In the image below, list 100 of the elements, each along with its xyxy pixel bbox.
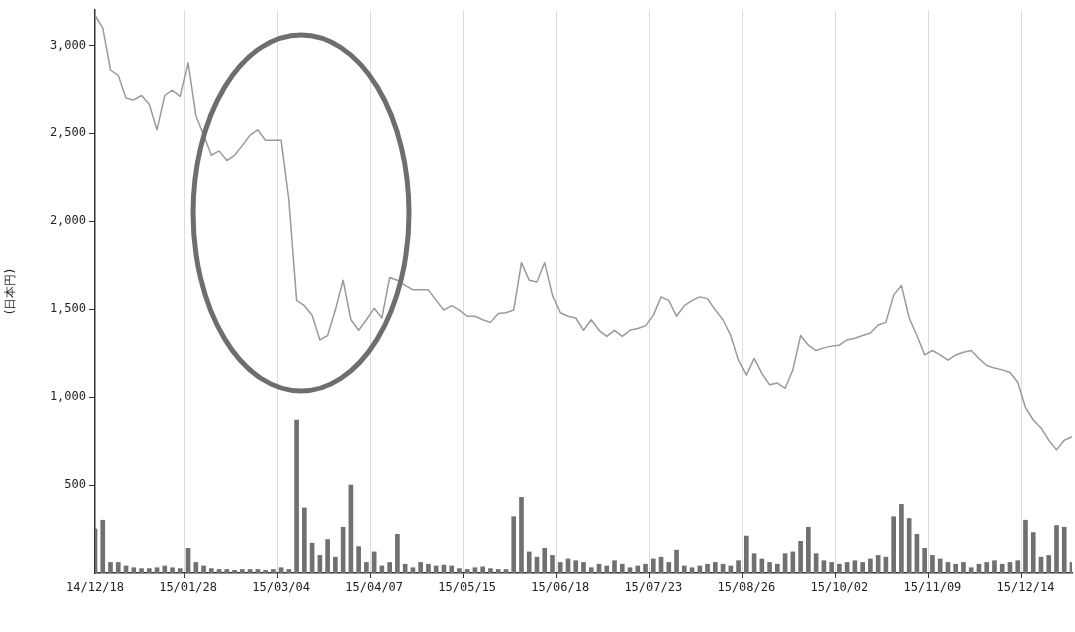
- bar: [271, 569, 276, 573]
- bar: [278, 567, 284, 573]
- bar: [689, 567, 695, 573]
- bar: [526, 551, 532, 573]
- bar: [681, 565, 687, 573]
- bar: [619, 563, 625, 573]
- bar: [968, 567, 974, 573]
- bar: [177, 568, 183, 573]
- bar: [208, 568, 214, 573]
- bar: [131, 567, 137, 573]
- bar: [108, 562, 113, 573]
- bar: [984, 562, 990, 573]
- bar: [449, 565, 455, 573]
- bar: [573, 560, 579, 573]
- bar: [410, 567, 416, 573]
- bar: [433, 565, 439, 573]
- bar: [240, 569, 245, 573]
- bar: [263, 570, 268, 573]
- y-tick-label: 3,000: [49, 37, 86, 52]
- bar: [146, 568, 152, 573]
- bar: [1030, 532, 1036, 573]
- bar: [635, 565, 641, 573]
- x-tick-label: 15/12/14: [996, 580, 1055, 595]
- bar: [418, 562, 423, 573]
- bar: [170, 567, 175, 573]
- bar: [519, 497, 524, 573]
- bar: [457, 568, 462, 573]
- bar: [472, 567, 478, 573]
- bar: [395, 533, 400, 573]
- y-tick-label: 2,000: [49, 213, 86, 228]
- bar: [1046, 555, 1052, 573]
- bar: [961, 562, 966, 573]
- bar: [891, 516, 896, 573]
- bar: [588, 567, 594, 573]
- bar: [1061, 526, 1067, 573]
- bar: [356, 546, 361, 573]
- bar: [627, 567, 633, 573]
- bar: [154, 567, 160, 573]
- y-tick-label: 500: [64, 477, 86, 492]
- bar: [736, 560, 741, 573]
- bar: [1054, 525, 1059, 573]
- bar: [488, 568, 493, 573]
- bar: [992, 560, 997, 573]
- x-tick-label: 15/05/15: [438, 580, 497, 595]
- bar: [775, 563, 780, 573]
- bar: [767, 562, 772, 573]
- bar: [387, 562, 392, 573]
- bar: [495, 569, 501, 573]
- bar: [333, 556, 338, 573]
- bar: [224, 569, 230, 573]
- bar: [922, 548, 928, 573]
- y-axis-title: (日本円): [3, 268, 18, 315]
- bar: [953, 563, 959, 573]
- bar: [604, 565, 610, 573]
- bar: [930, 555, 935, 573]
- bar: [364, 562, 369, 573]
- x-tick-label: 15/10/02: [810, 580, 869, 595]
- x-tick-label: 15/07/23: [624, 580, 683, 595]
- bar: [162, 565, 168, 573]
- bar: [712, 562, 718, 573]
- bar: [837, 563, 842, 573]
- bar: [139, 568, 144, 573]
- bar: [744, 535, 749, 573]
- bar: [480, 566, 486, 573]
- bar: [643, 563, 648, 573]
- bar: [294, 419, 299, 573]
- y-tick-label: 2,500: [49, 125, 86, 140]
- bar: [705, 563, 710, 573]
- bar: [464, 569, 470, 573]
- bar: [557, 562, 563, 573]
- bar: [728, 565, 734, 573]
- bar: [612, 560, 617, 573]
- bar: [100, 519, 106, 573]
- bar: [650, 558, 656, 573]
- bar: [697, 565, 703, 573]
- bar: [302, 507, 307, 573]
- bar: [798, 541, 803, 573]
- x-tick-label: 15/06/18: [531, 580, 590, 595]
- bar: [426, 563, 431, 573]
- x-tick-label: 15/03/04: [252, 580, 310, 595]
- bar: [115, 562, 121, 573]
- x-tick-label: 14/12/18: [66, 580, 124, 595]
- bar: [899, 504, 904, 573]
- bar: [325, 539, 330, 573]
- bar: [860, 562, 865, 573]
- bar: [1015, 560, 1021, 573]
- bar: [201, 565, 206, 573]
- y-tick-label: 1,000: [49, 389, 86, 404]
- bar: [232, 570, 237, 573]
- x-tick-label: 15/04/07: [345, 580, 404, 595]
- bar: [1023, 519, 1028, 573]
- bar: [550, 555, 555, 573]
- bar: [666, 562, 672, 573]
- x-tick-label: 15/01/28: [159, 580, 217, 595]
- bar: [674, 549, 679, 573]
- bar: [542, 548, 548, 573]
- bar: [829, 562, 834, 573]
- bar: [581, 562, 586, 573]
- bar: [193, 562, 199, 573]
- x-tick-label: 15/11/09: [903, 580, 962, 595]
